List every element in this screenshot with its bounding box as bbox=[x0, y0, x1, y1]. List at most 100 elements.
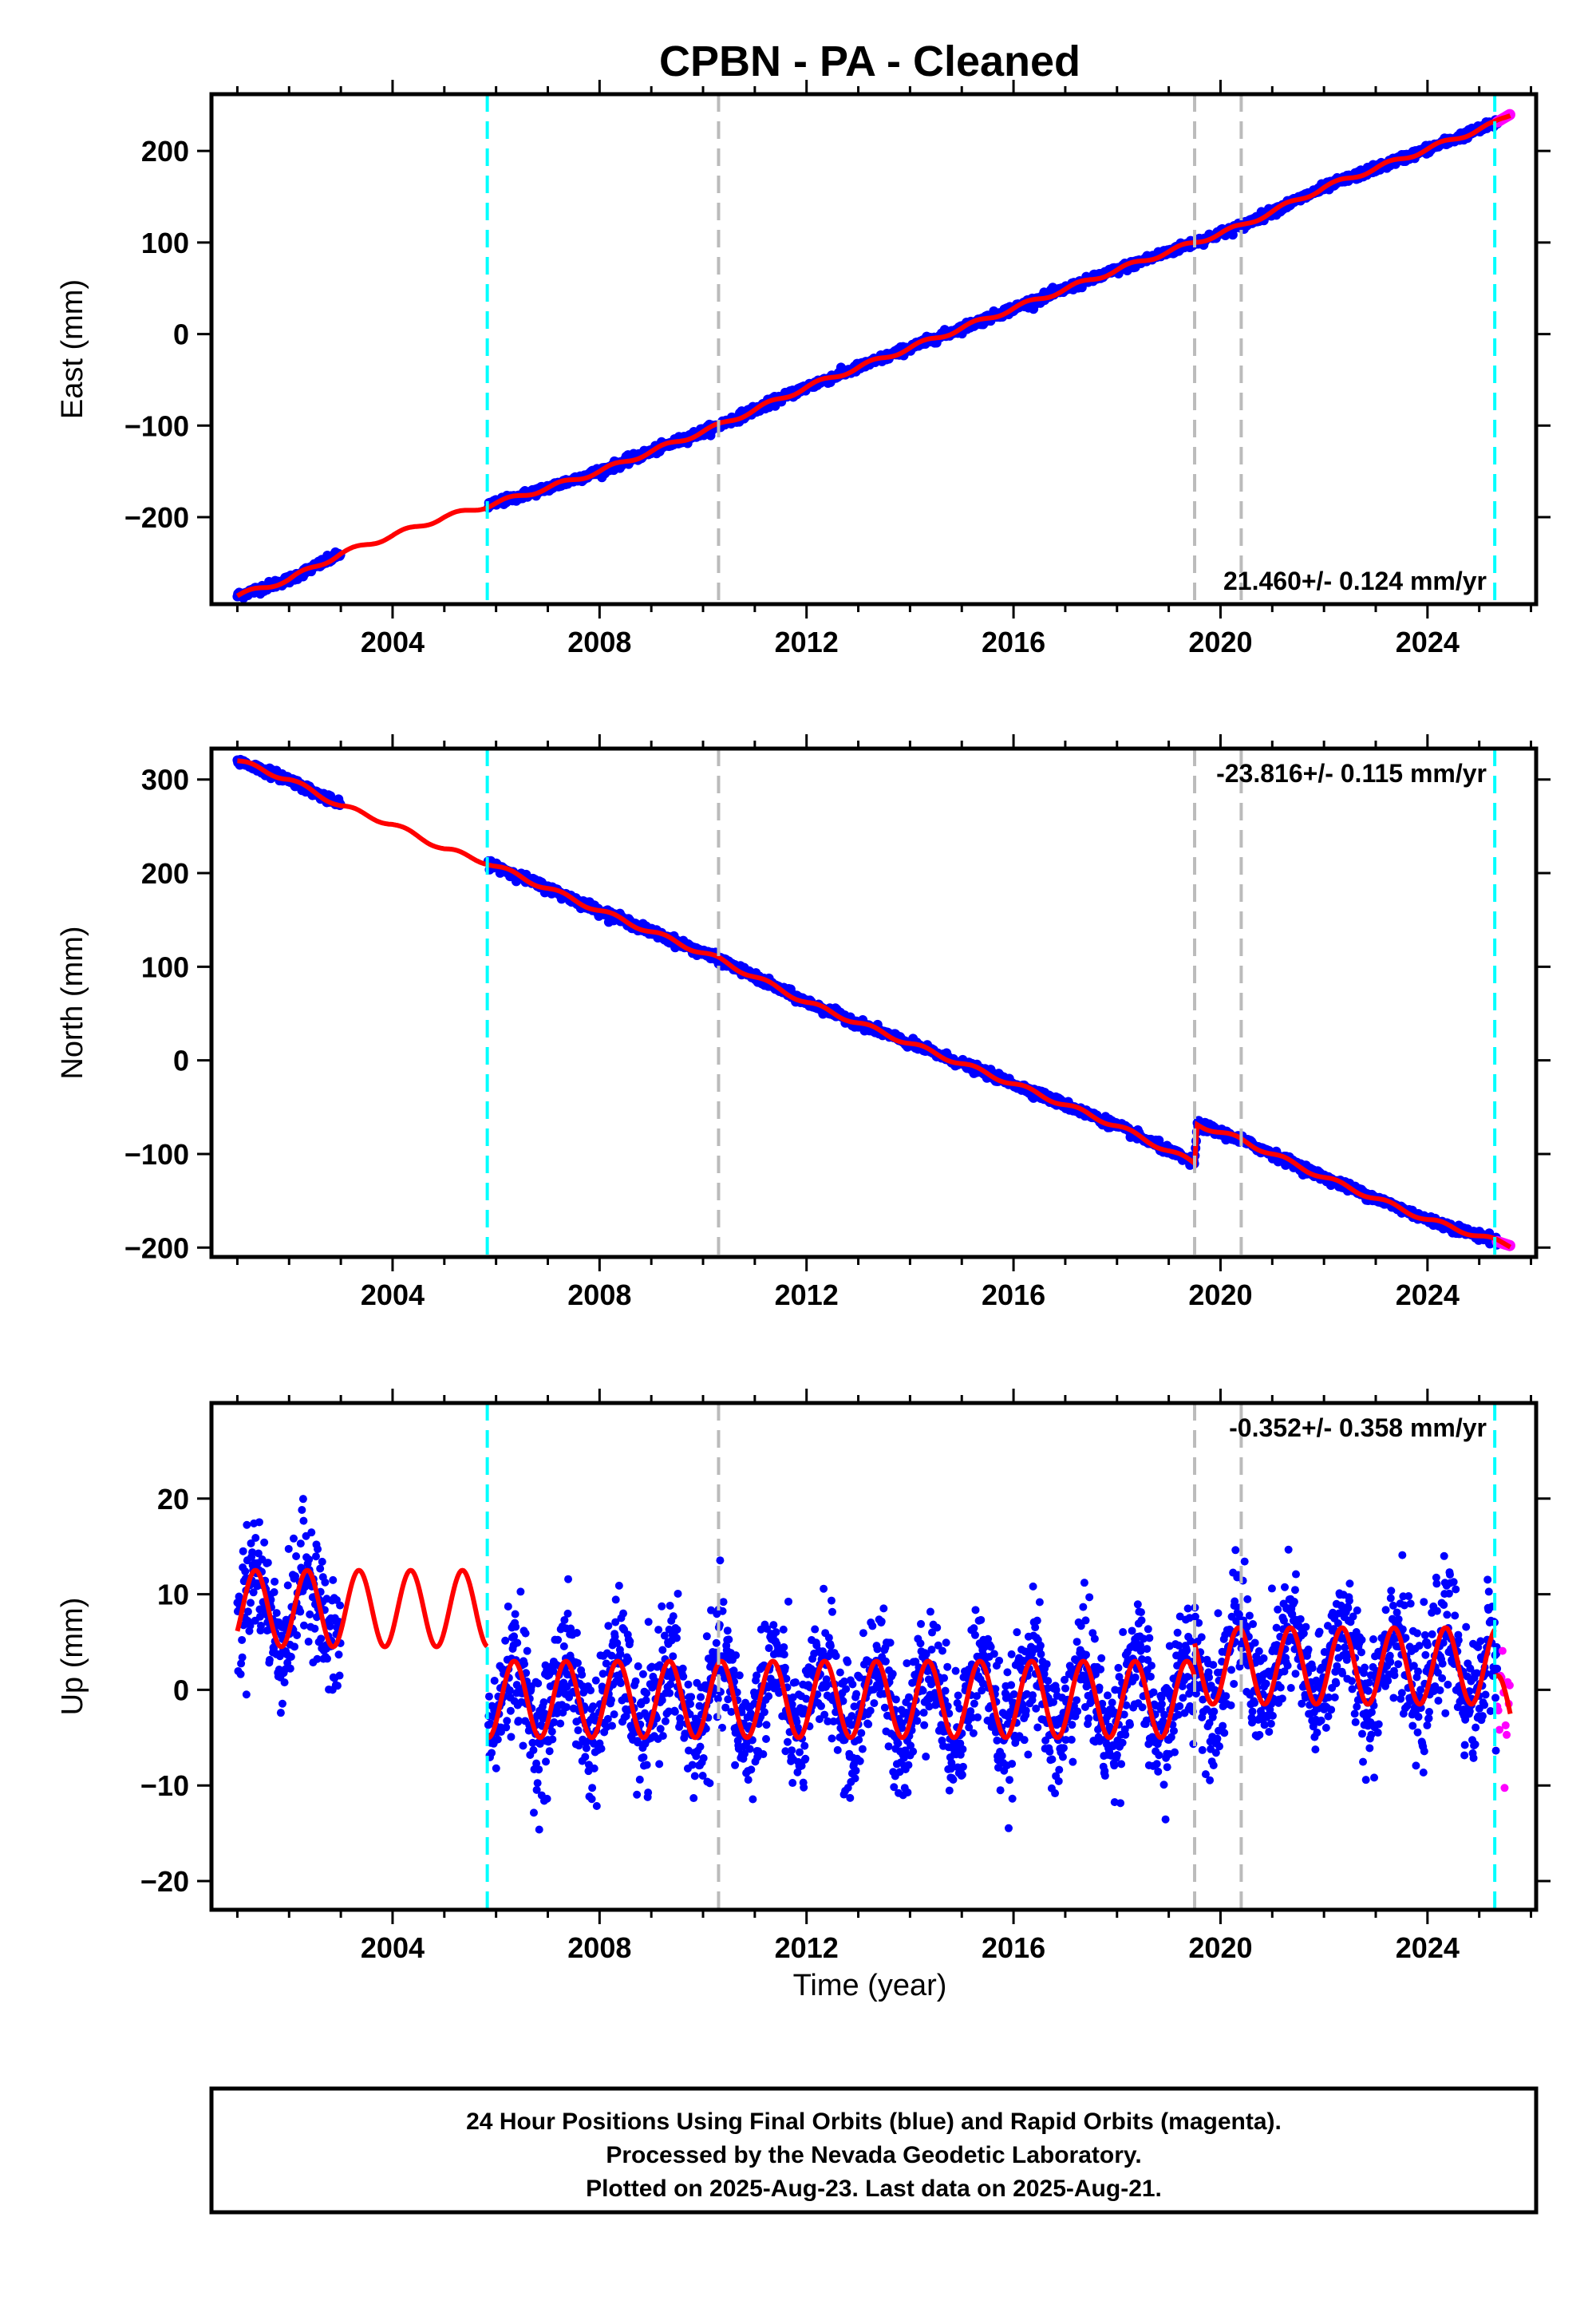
final-orbit-point bbox=[488, 1749, 496, 1757]
x-tick-label: 2012 bbox=[775, 626, 839, 658]
final-orbit-point bbox=[670, 1707, 679, 1716]
final-orbit-point bbox=[780, 1663, 789, 1672]
y-tick-label: 200 bbox=[141, 857, 189, 890]
final-orbit-point bbox=[239, 1547, 247, 1555]
final-orbit-point bbox=[735, 1671, 744, 1680]
final-orbit-point bbox=[251, 1533, 260, 1542]
final-orbit-point bbox=[590, 1764, 598, 1773]
final-orbit-point bbox=[761, 1735, 770, 1744]
final-orbit-point bbox=[521, 1629, 530, 1638]
final-orbit-point bbox=[843, 1658, 852, 1666]
final-orbit-point bbox=[626, 1637, 634, 1646]
final-orbit-point bbox=[506, 1706, 515, 1715]
x-tick-label: 2024 bbox=[1396, 1279, 1460, 1311]
final-orbit-point bbox=[542, 1757, 551, 1766]
final-orbit-point bbox=[848, 1680, 857, 1689]
y-tick-label: 100 bbox=[141, 227, 189, 259]
final-orbit-point bbox=[296, 1539, 305, 1548]
final-orbit-point bbox=[762, 1721, 771, 1729]
x-tick-label: 2004 bbox=[361, 1931, 425, 1964]
final-orbit-point bbox=[772, 1628, 780, 1637]
final-orbit-point bbox=[263, 1559, 272, 1567]
final-orbit-point bbox=[587, 1686, 595, 1695]
final-orbit-point bbox=[322, 1654, 331, 1663]
final-orbit-point bbox=[764, 1692, 773, 1701]
final-orbit-point bbox=[702, 1632, 711, 1641]
final-orbit-point bbox=[299, 1621, 308, 1630]
final-orbit-point bbox=[507, 1733, 516, 1741]
y-tick-label: 0 bbox=[173, 318, 189, 351]
final-orbit-point bbox=[316, 1564, 325, 1573]
final-orbit-point bbox=[545, 1747, 554, 1756]
final-orbit-point bbox=[666, 1689, 674, 1697]
x-axis-label: Time (year) bbox=[793, 1969, 947, 2002]
final-orbit-point bbox=[243, 1607, 252, 1616]
final-orbit-point bbox=[800, 1783, 808, 1792]
final-orbit-point bbox=[335, 1671, 344, 1680]
final-orbit-point bbox=[597, 1745, 606, 1753]
final-orbit-point bbox=[749, 1795, 757, 1804]
final-orbit-point bbox=[559, 1642, 568, 1650]
final-orbit-point bbox=[689, 1794, 698, 1803]
x-tick-label: 2012 bbox=[775, 1279, 839, 1311]
final-orbit-point bbox=[769, 1621, 778, 1630]
final-orbit-point bbox=[724, 1695, 733, 1704]
x-tick-label: 2020 bbox=[1188, 1279, 1252, 1311]
final-orbit-point bbox=[791, 1678, 800, 1686]
y-tick-label: 100 bbox=[141, 951, 189, 983]
final-orbit-point bbox=[243, 1520, 251, 1529]
final-orbit-point bbox=[271, 1577, 279, 1586]
final-orbit-point bbox=[747, 1765, 756, 1774]
final-orbit-point bbox=[642, 1761, 651, 1769]
final-orbit-point bbox=[811, 1625, 820, 1634]
final-orbit-point bbox=[589, 1702, 598, 1711]
y-axis-label: Up (mm) bbox=[56, 1598, 89, 1716]
final-orbit-point bbox=[699, 1753, 708, 1762]
final-orbit-point bbox=[852, 1690, 861, 1698]
final-orbit-point bbox=[604, 1622, 613, 1630]
final-orbit-point bbox=[311, 1552, 320, 1561]
final-orbit-point bbox=[731, 1761, 740, 1769]
final-orbit-point bbox=[642, 1696, 650, 1705]
final-orbit-point bbox=[780, 1642, 788, 1651]
final-orbit-point bbox=[304, 1638, 313, 1646]
final-orbit-point bbox=[696, 1742, 705, 1751]
final-orbit-point bbox=[686, 1700, 695, 1709]
final-orbit-point bbox=[779, 1625, 788, 1634]
final-orbit-point bbox=[587, 1795, 596, 1804]
x-tick-label: 2020 bbox=[1188, 1931, 1252, 1964]
final-orbit-point bbox=[842, 1685, 851, 1694]
final-orbit-point bbox=[631, 1677, 640, 1686]
final-orbit-point bbox=[634, 1662, 642, 1670]
final-orbit-point bbox=[535, 1765, 543, 1774]
final-orbit-point bbox=[679, 1672, 688, 1681]
final-orbit-point bbox=[490, 1676, 499, 1685]
final-orbit-point bbox=[666, 1601, 674, 1610]
final-orbit-point bbox=[833, 1745, 842, 1754]
figure-title: CPBN - PA - Cleaned bbox=[659, 38, 1080, 85]
final-orbit-point bbox=[276, 1709, 285, 1717]
final-orbit-point bbox=[784, 1597, 793, 1606]
final-orbit-point bbox=[238, 1653, 247, 1662]
rate-label: -23.816+/- 0.115 mm/yr bbox=[1216, 759, 1487, 788]
final-orbit-point bbox=[512, 1622, 520, 1631]
final-orbit-point bbox=[760, 1708, 768, 1717]
final-orbit-point bbox=[520, 1659, 529, 1668]
final-orbit-point bbox=[511, 1610, 519, 1618]
final-orbit-point bbox=[582, 1744, 591, 1753]
final-orbit-point bbox=[519, 1741, 527, 1750]
final-orbit-point bbox=[851, 1766, 860, 1775]
final-orbit-point bbox=[764, 1644, 773, 1653]
final-orbit-point bbox=[317, 1634, 326, 1643]
final-orbit-point bbox=[687, 1693, 696, 1701]
y-tick-label: 300 bbox=[141, 764, 189, 796]
final-orbit-point bbox=[255, 1518, 263, 1527]
x-tick-label: 2016 bbox=[982, 1279, 1045, 1311]
final-orbit-point bbox=[563, 1609, 572, 1618]
final-orbit-point bbox=[684, 1680, 693, 1689]
final-orbit-point bbox=[272, 1609, 281, 1618]
final-orbit-point bbox=[573, 1658, 582, 1667]
final-orbit-point bbox=[759, 1750, 768, 1759]
